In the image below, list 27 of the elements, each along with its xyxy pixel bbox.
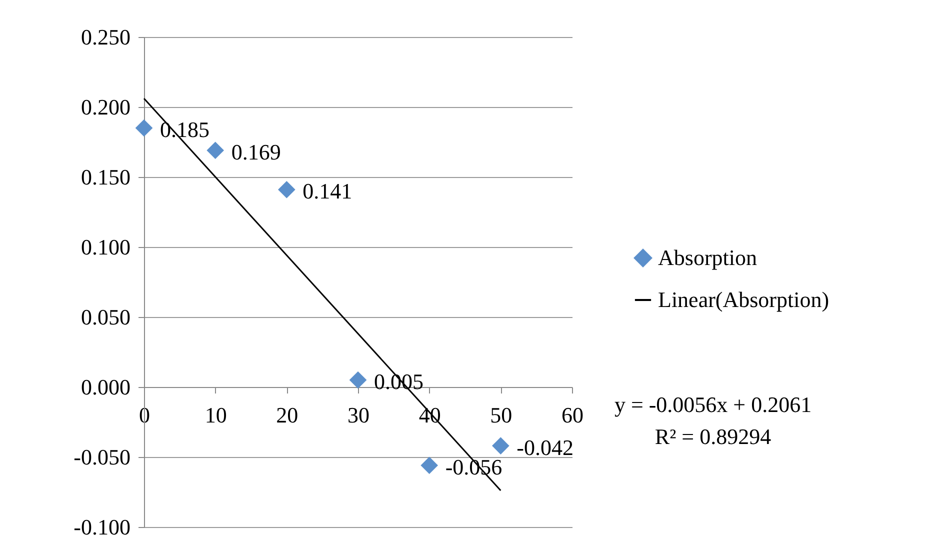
x-tick-label: 20	[276, 402, 298, 428]
point	[349, 371, 367, 389]
y-tick-label: -0.100	[74, 514, 130, 540]
y-tick-label: 0.250	[81, 24, 130, 50]
x-tick-label: 30	[348, 402, 370, 428]
data-label: 0.141	[302, 178, 352, 204]
x-tick-label: 0	[139, 402, 150, 428]
y-tick-label: 0.200	[81, 94, 130, 120]
y-tick-label: 0.000	[81, 374, 130, 400]
point	[492, 437, 510, 454]
y-tick-label: 0.050	[81, 304, 130, 330]
point	[420, 456, 438, 474]
text: R² = 0.89294	[654, 424, 772, 449]
legend-label: Absorption	[658, 245, 757, 270]
x-tick-label: 50	[490, 402, 512, 428]
y-tick-label: -0.050	[74, 444, 130, 470]
data-label: -0.042	[516, 434, 574, 460]
point	[278, 180, 296, 198]
x-tick-label: 10	[204, 402, 227, 428]
x-tick-label: 60	[562, 402, 584, 428]
point	[206, 142, 224, 160]
text: y = -0.0056x + 0.2061	[614, 392, 812, 417]
y-tick-label: 0.150	[81, 164, 130, 190]
data-label: 0.169	[231, 139, 281, 164]
y-tick-label: 0.100	[81, 234, 130, 260]
point	[135, 119, 153, 137]
legend-label: Linear(Absorption)	[658, 287, 830, 312]
